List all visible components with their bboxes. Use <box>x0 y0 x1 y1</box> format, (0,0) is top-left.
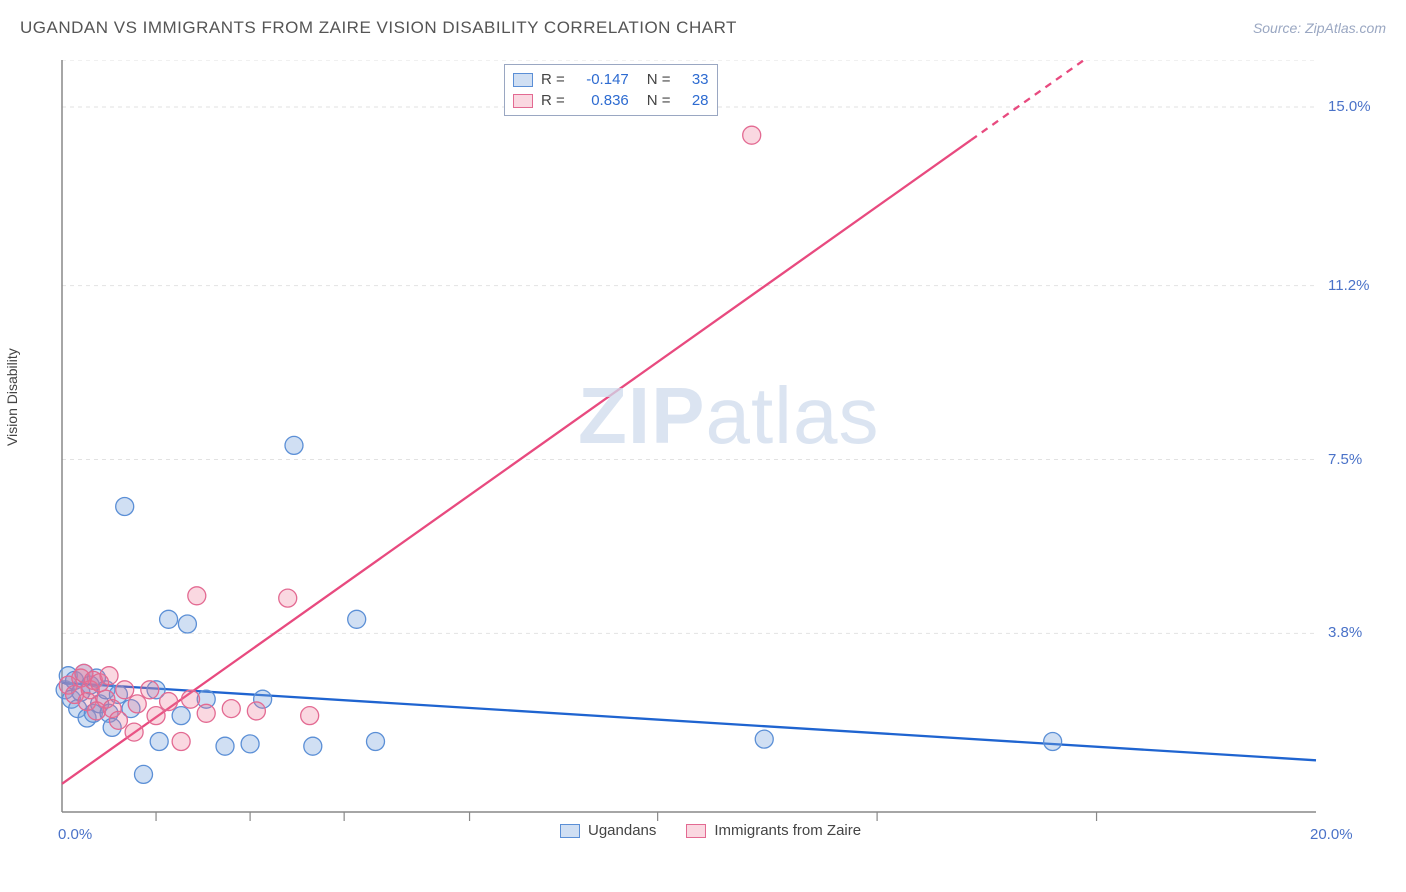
stat-r-value: 0.836 <box>575 90 629 111</box>
legend-swatch <box>686 824 706 838</box>
y-tick-label: 11.2% <box>1328 277 1369 294</box>
y-tick-label: 15.0% <box>1328 98 1371 115</box>
chart-title: UGANDAN VS IMMIGRANTS FROM ZAIRE VISION … <box>20 18 737 38</box>
y-axis-label: Vision Disability <box>4 348 20 446</box>
chart-plot <box>52 60 1386 852</box>
legend-swatch <box>513 73 533 87</box>
bottom-legend: Ugandans Immigrants from Zaire <box>560 822 861 839</box>
legend-swatch <box>560 824 580 838</box>
legend-item: Immigrants from Zaire <box>686 822 861 839</box>
stat-r-label: R = <box>541 69 565 90</box>
legend-label: Immigrants from Zaire <box>714 822 861 839</box>
x-tick-label: 20.0% <box>1310 826 1353 843</box>
stat-r-value: -0.147 <box>575 69 629 90</box>
stat-n-label: N = <box>647 69 671 90</box>
stat-n-value: 33 <box>681 69 709 90</box>
y-tick-label: 7.5% <box>1328 451 1362 468</box>
legend-item: Ugandans <box>560 822 656 839</box>
y-tick-label: 3.8% <box>1328 624 1362 641</box>
stat-n-value: 28 <box>681 90 709 111</box>
source-label: Source: ZipAtlas.com <box>1253 20 1386 36</box>
stats-box: R = -0.147 N = 33 R = 0.836 N = 28 <box>504 64 718 116</box>
legend-swatch <box>513 94 533 108</box>
legend-label: Ugandans <box>588 822 656 839</box>
stats-row: R = 0.836 N = 28 <box>513 90 709 111</box>
x-tick-label: 0.0% <box>58 826 92 843</box>
stat-n-label: N = <box>647 90 671 111</box>
chart-container: UGANDAN VS IMMIGRANTS FROM ZAIRE VISION … <box>0 0 1406 892</box>
stat-r-label: R = <box>541 90 565 111</box>
stats-row: R = -0.147 N = 33 <box>513 69 709 90</box>
